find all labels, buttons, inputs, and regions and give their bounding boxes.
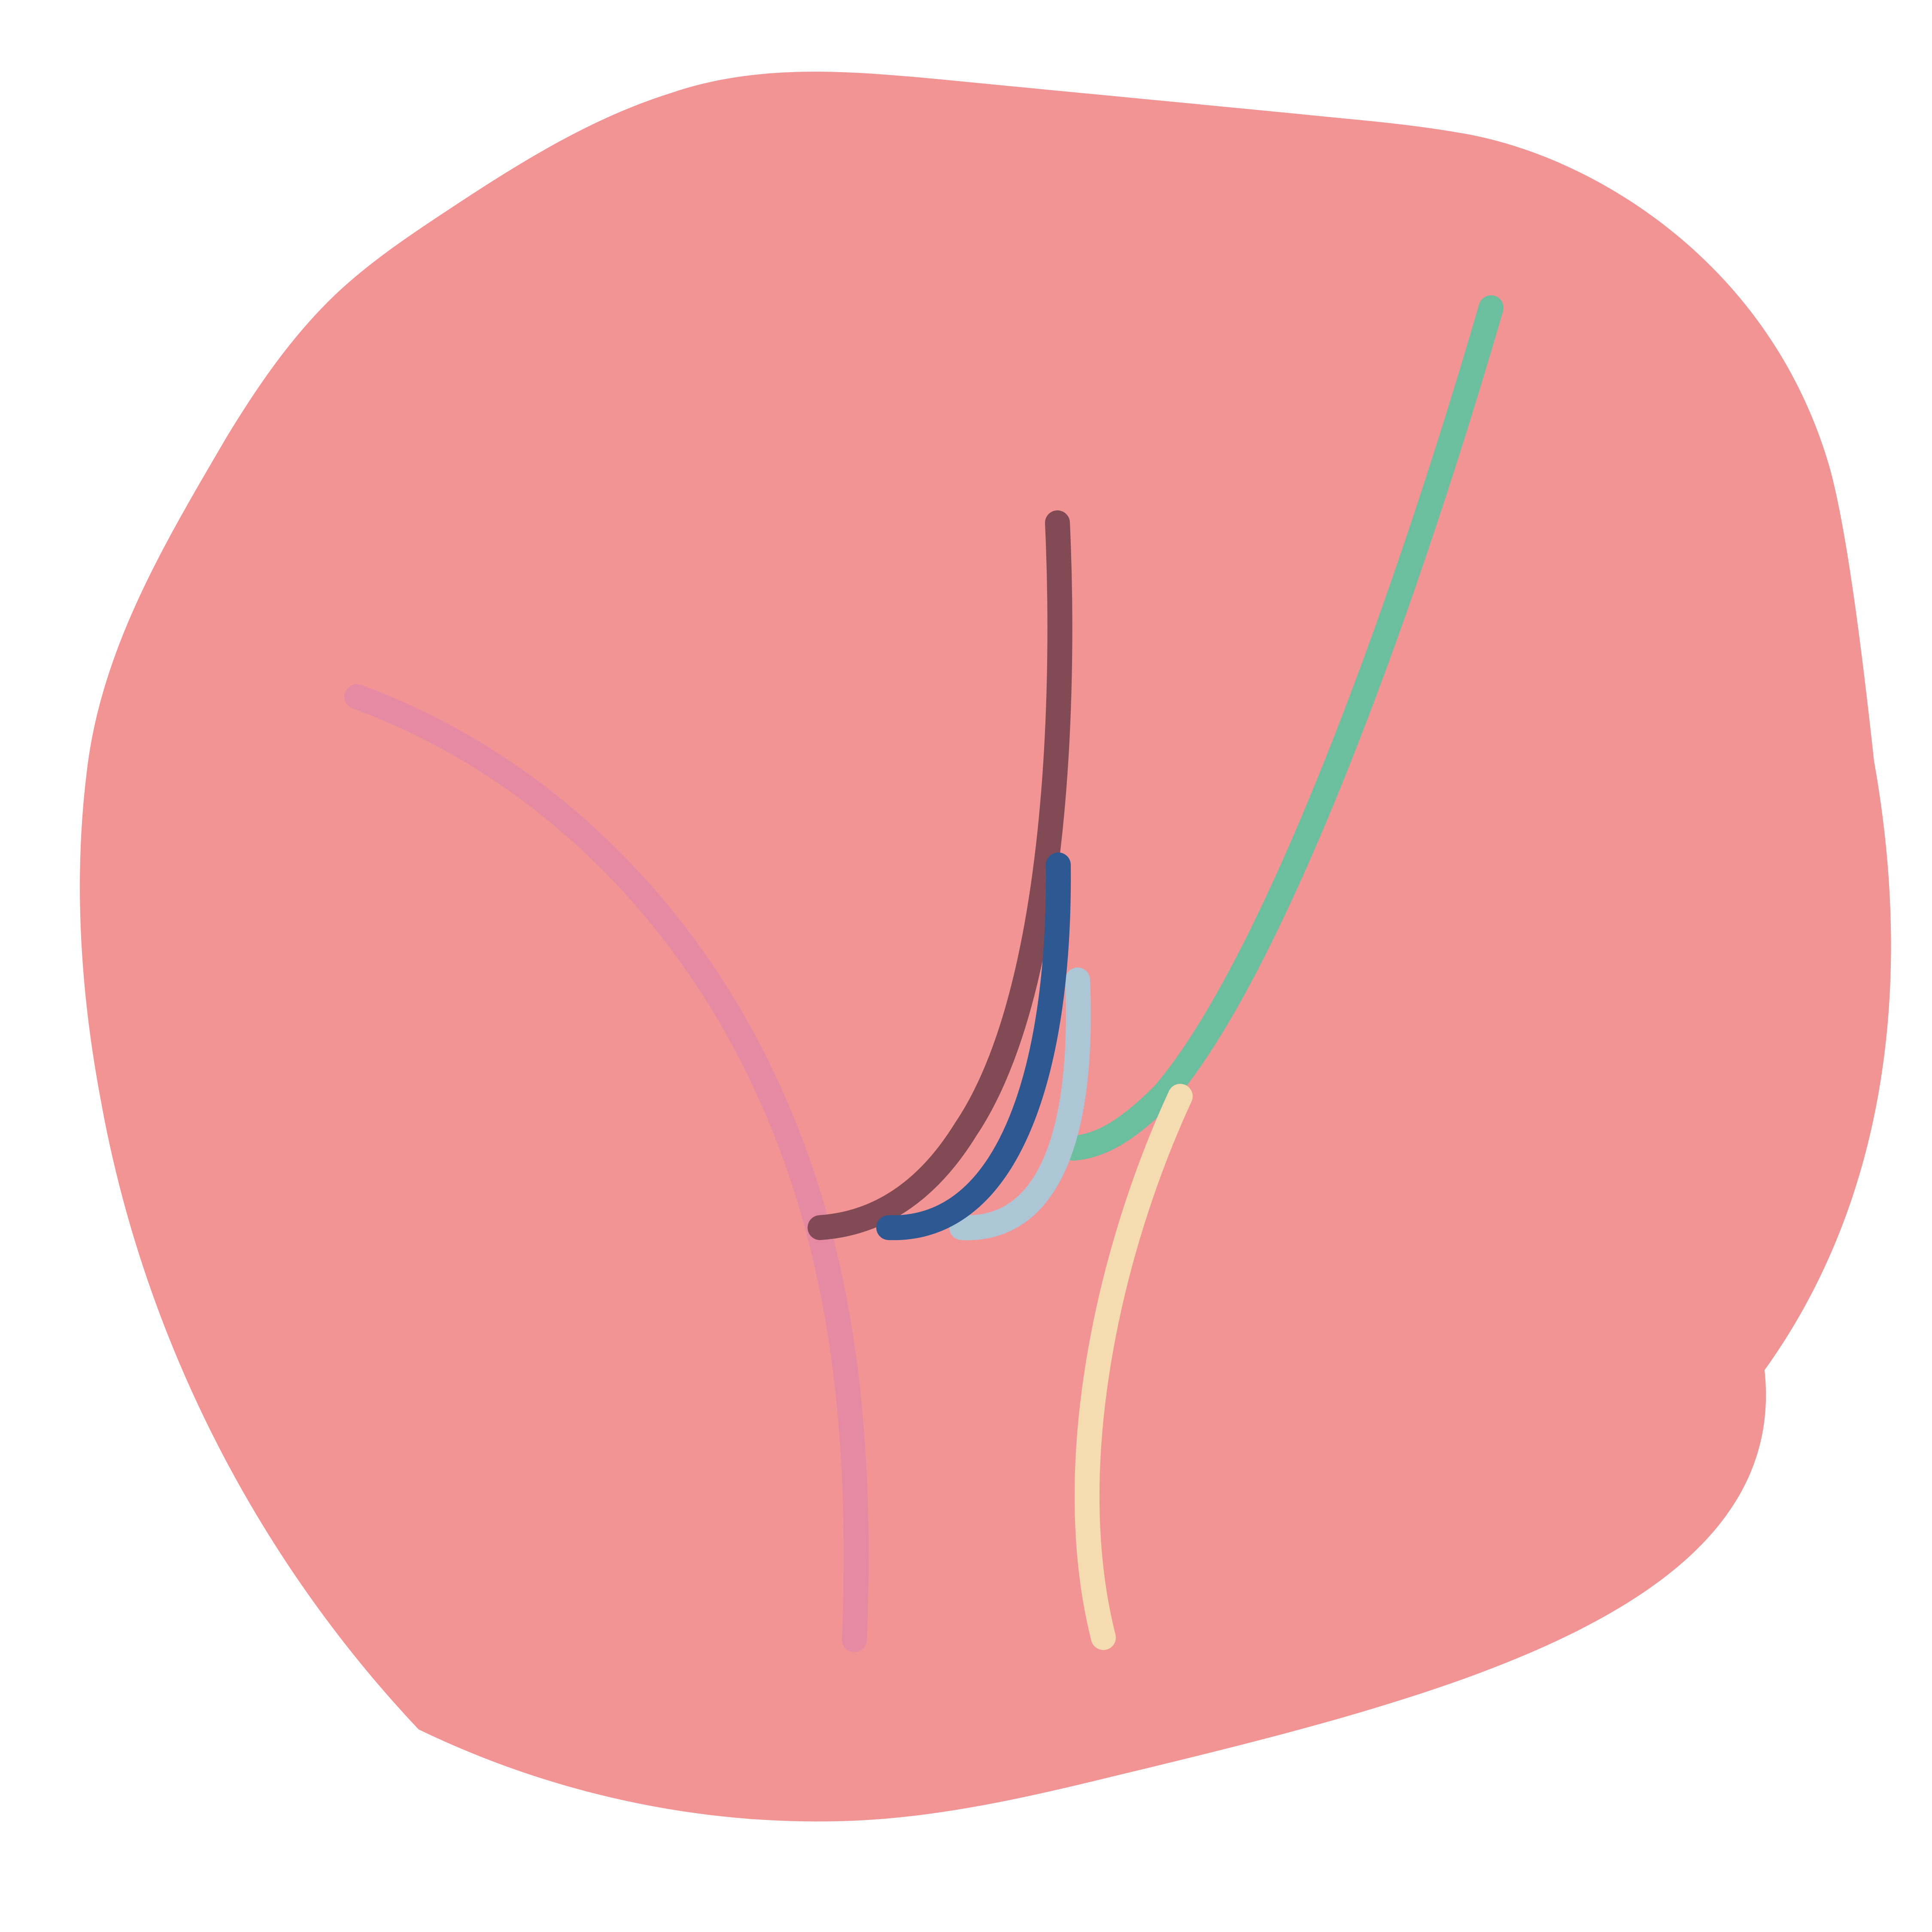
cream-curve <box>1074 1084 1193 1650</box>
green-curve <box>1061 295 1504 1161</box>
light-blue-curve <box>949 968 1091 1240</box>
maroon-curve <box>808 510 1072 1240</box>
pink-curve <box>344 684 869 1652</box>
navy-curve <box>876 852 1071 1240</box>
organic-blob-shape <box>80 72 1891 1822</box>
